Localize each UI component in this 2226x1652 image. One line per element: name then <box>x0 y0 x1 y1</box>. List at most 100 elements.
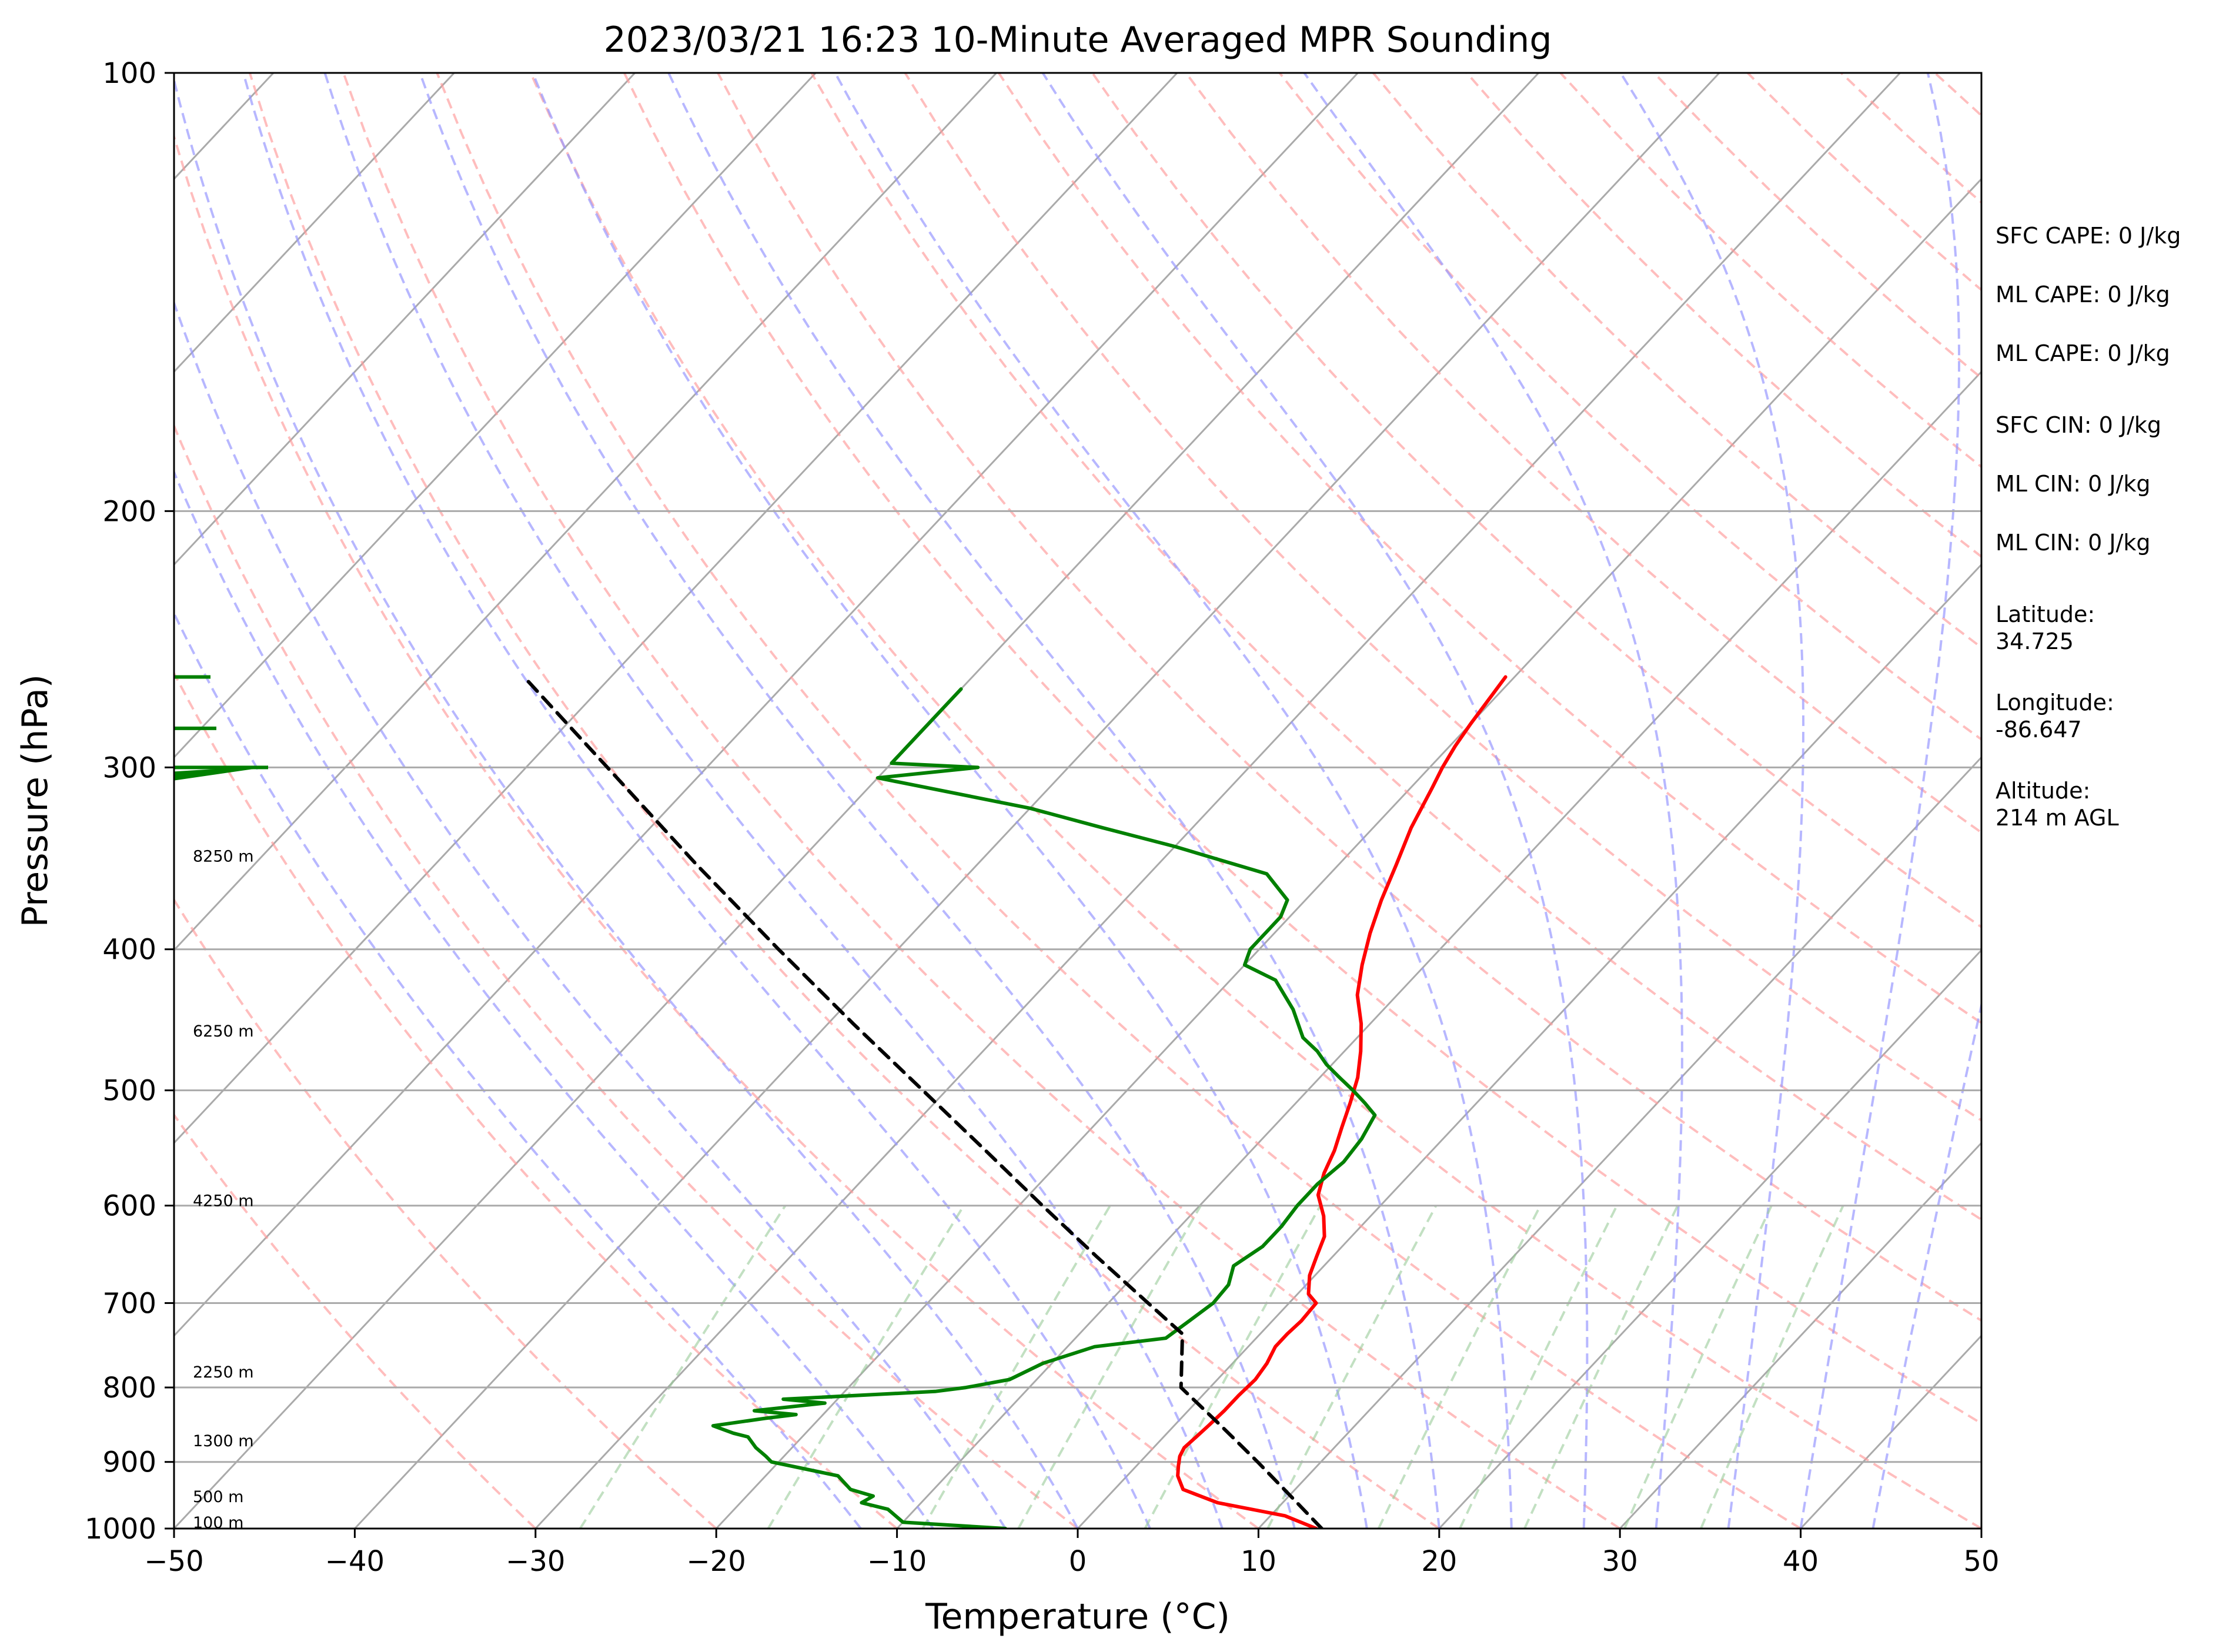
moist-adiabat-line <box>174 75 1079 1529</box>
moist-adiabat-line <box>1303 73 1683 1529</box>
isotherm-line <box>174 73 817 759</box>
x-tick-label: 50 <box>1963 1545 1999 1578</box>
stat-line: -86.647 <box>1996 717 2082 743</box>
x-tick-label: −40 <box>325 1545 385 1578</box>
height-label: 4250 m <box>193 1192 254 1210</box>
y-tick-label: 500 <box>102 1075 156 1108</box>
moist-adiabat-line <box>174 610 862 1529</box>
x-axis-label: Temperature (°C) <box>925 1596 1230 1637</box>
x-tick-label: −50 <box>144 1545 203 1578</box>
isotherm-line <box>354 73 1720 1529</box>
dry-adiabat-line <box>174 133 1259 1529</box>
x-tick-label: −20 <box>687 1545 746 1578</box>
dry-adiabat-line <box>717 73 1981 1322</box>
height-label: 6250 m <box>193 1022 254 1041</box>
dewpoint-profile-line <box>711 687 1377 1529</box>
isotherm-line <box>534 73 1901 1529</box>
isotherm-line <box>174 73 455 373</box>
y-tick-label: 200 <box>102 495 156 528</box>
dry-adiabat-line <box>1278 73 1981 741</box>
isotherm-line <box>174 73 997 952</box>
dry-adiabat-line <box>436 73 1801 1529</box>
stat-entry: SFC CAPE: 0 J/kg <box>1996 222 2181 249</box>
moist-adiabat-line <box>174 299 1007 1529</box>
mixing-ratio-line <box>1144 1205 1322 1529</box>
dry-adiabat-line <box>623 73 1981 1425</box>
dry-adiabat-line <box>174 423 1079 1529</box>
height-label: 2250 m <box>193 1363 254 1382</box>
dry-adiabat-line <box>810 73 1981 1221</box>
stat-line: 34.725 <box>1996 628 2074 654</box>
y-axis-label: Pressure (hPa) <box>15 674 56 927</box>
x-tick-label: −30 <box>506 1545 565 1578</box>
moist-adiabat-line <box>242 73 1151 1529</box>
stat-entry: Latitude: 34.725 <box>1996 601 2095 655</box>
stat-entry: ML CAPE: 0 J/kg <box>1996 281 2170 308</box>
height-label: 500 m <box>193 1488 243 1506</box>
mixing-ratio-line <box>767 1205 965 1529</box>
moist-adiabat-lines <box>174 73 1981 1529</box>
stat-line: ML CAPE: 0 J/kg <box>1996 282 2170 307</box>
isotherm-line <box>174 73 1539 1529</box>
stat-line: ML CIN: 0 J/kg <box>1996 530 2151 556</box>
moist-adiabat-line <box>834 73 1513 1529</box>
y-tick-label: 300 <box>102 751 156 784</box>
height-label: 100 m <box>193 1514 243 1532</box>
mixing-ratio-line <box>921 1205 1111 1529</box>
y-tick-label: 700 <box>102 1287 156 1320</box>
dry-adiabat-line <box>529 73 1981 1529</box>
stat-entry: ML CIN: 0 J/kg <box>1996 470 2150 497</box>
moist-adiabat-line <box>419 73 1296 1529</box>
isotherm-line <box>1438 948 1981 1529</box>
stat-line: 214 m AGL <box>1996 805 2119 831</box>
y-tick-label: 400 <box>102 934 156 967</box>
dry-adiabat-lines <box>174 73 1981 1529</box>
isotherm-line <box>174 73 1359 1337</box>
sounding-profiles <box>522 675 1508 1529</box>
stat-line: SFC CIN: 0 J/kg <box>1996 412 2162 438</box>
y-tick-label: 800 <box>102 1372 156 1404</box>
height-label: 1300 m <box>193 1432 254 1450</box>
moist-adiabat-line <box>532 73 1368 1529</box>
moist-adiabat-line <box>1041 73 1589 1529</box>
stat-entry: ML CIN: 0 J/kg <box>1996 529 2150 556</box>
isotherm-line <box>174 73 1178 1145</box>
isotherm-line <box>1258 756 1981 1529</box>
dry-adiabat-line <box>248 73 1440 1529</box>
temperature-profile-line <box>1176 675 1508 1529</box>
moist-adiabat-line <box>1619 73 1805 1529</box>
y-tick-label: 600 <box>102 1190 156 1223</box>
y-axis-ticks: 1000 900 800 700 600 500 400 300 200 100 <box>85 57 174 1546</box>
x-axis-ticks: −50 −40 −30 −20 −10 0 10 20 30 40 50 <box>144 1529 2000 1578</box>
moist-adiabat-line <box>1871 999 1981 1529</box>
stat-line: Altitude: <box>1996 778 2091 804</box>
y-tick-label: 900 <box>102 1446 156 1479</box>
isotherm-line <box>1619 1141 1981 1529</box>
height-label: 8250 m <box>193 848 254 866</box>
isotherm-line <box>716 178 1981 1529</box>
dry-adiabat-line <box>174 897 717 1529</box>
y-tick-label: 100 <box>102 57 156 90</box>
moist-adiabat-line <box>667 73 1440 1529</box>
x-tick-label: 20 <box>1421 1545 1457 1578</box>
moist-adiabat-line <box>323 73 1224 1529</box>
stat-line: Latitude: <box>1996 601 2095 627</box>
height-labels: 100 m 500 m 1300 m 2250 m 4250 m 6250 m 8250 m <box>193 848 254 1533</box>
stat-line: SFC CAPE: 0 J/kg <box>1996 223 2181 249</box>
stat-line: ML CIN: 0 J/kg <box>1996 471 2151 497</box>
stat-entry: ML CAPE: 0 J/kg <box>1996 340 2170 367</box>
x-tick-label: 30 <box>1602 1545 1638 1578</box>
isotherm-grid <box>174 73 1981 1529</box>
stat-line: ML CAPE: 0 J/kg <box>1996 340 2170 366</box>
mixing-ratio-line <box>1017 1205 1202 1529</box>
dry-adiabat-line <box>342 73 1621 1529</box>
stat-entry: SFC CIN: 0 J/kg <box>1996 412 2161 439</box>
stat-line: Longitude: <box>1996 690 2114 715</box>
x-tick-label: 0 <box>1069 1545 1087 1578</box>
x-tick-label: 40 <box>1783 1545 1819 1578</box>
stat-entry: Altitude: 214 m AGL <box>1996 777 2119 831</box>
x-tick-label: 10 <box>1241 1545 1276 1578</box>
chart-title: 2023/03/21 16:23 10-Minute Averaged MPR … <box>604 19 1552 61</box>
x-tick-label: −10 <box>867 1545 927 1578</box>
